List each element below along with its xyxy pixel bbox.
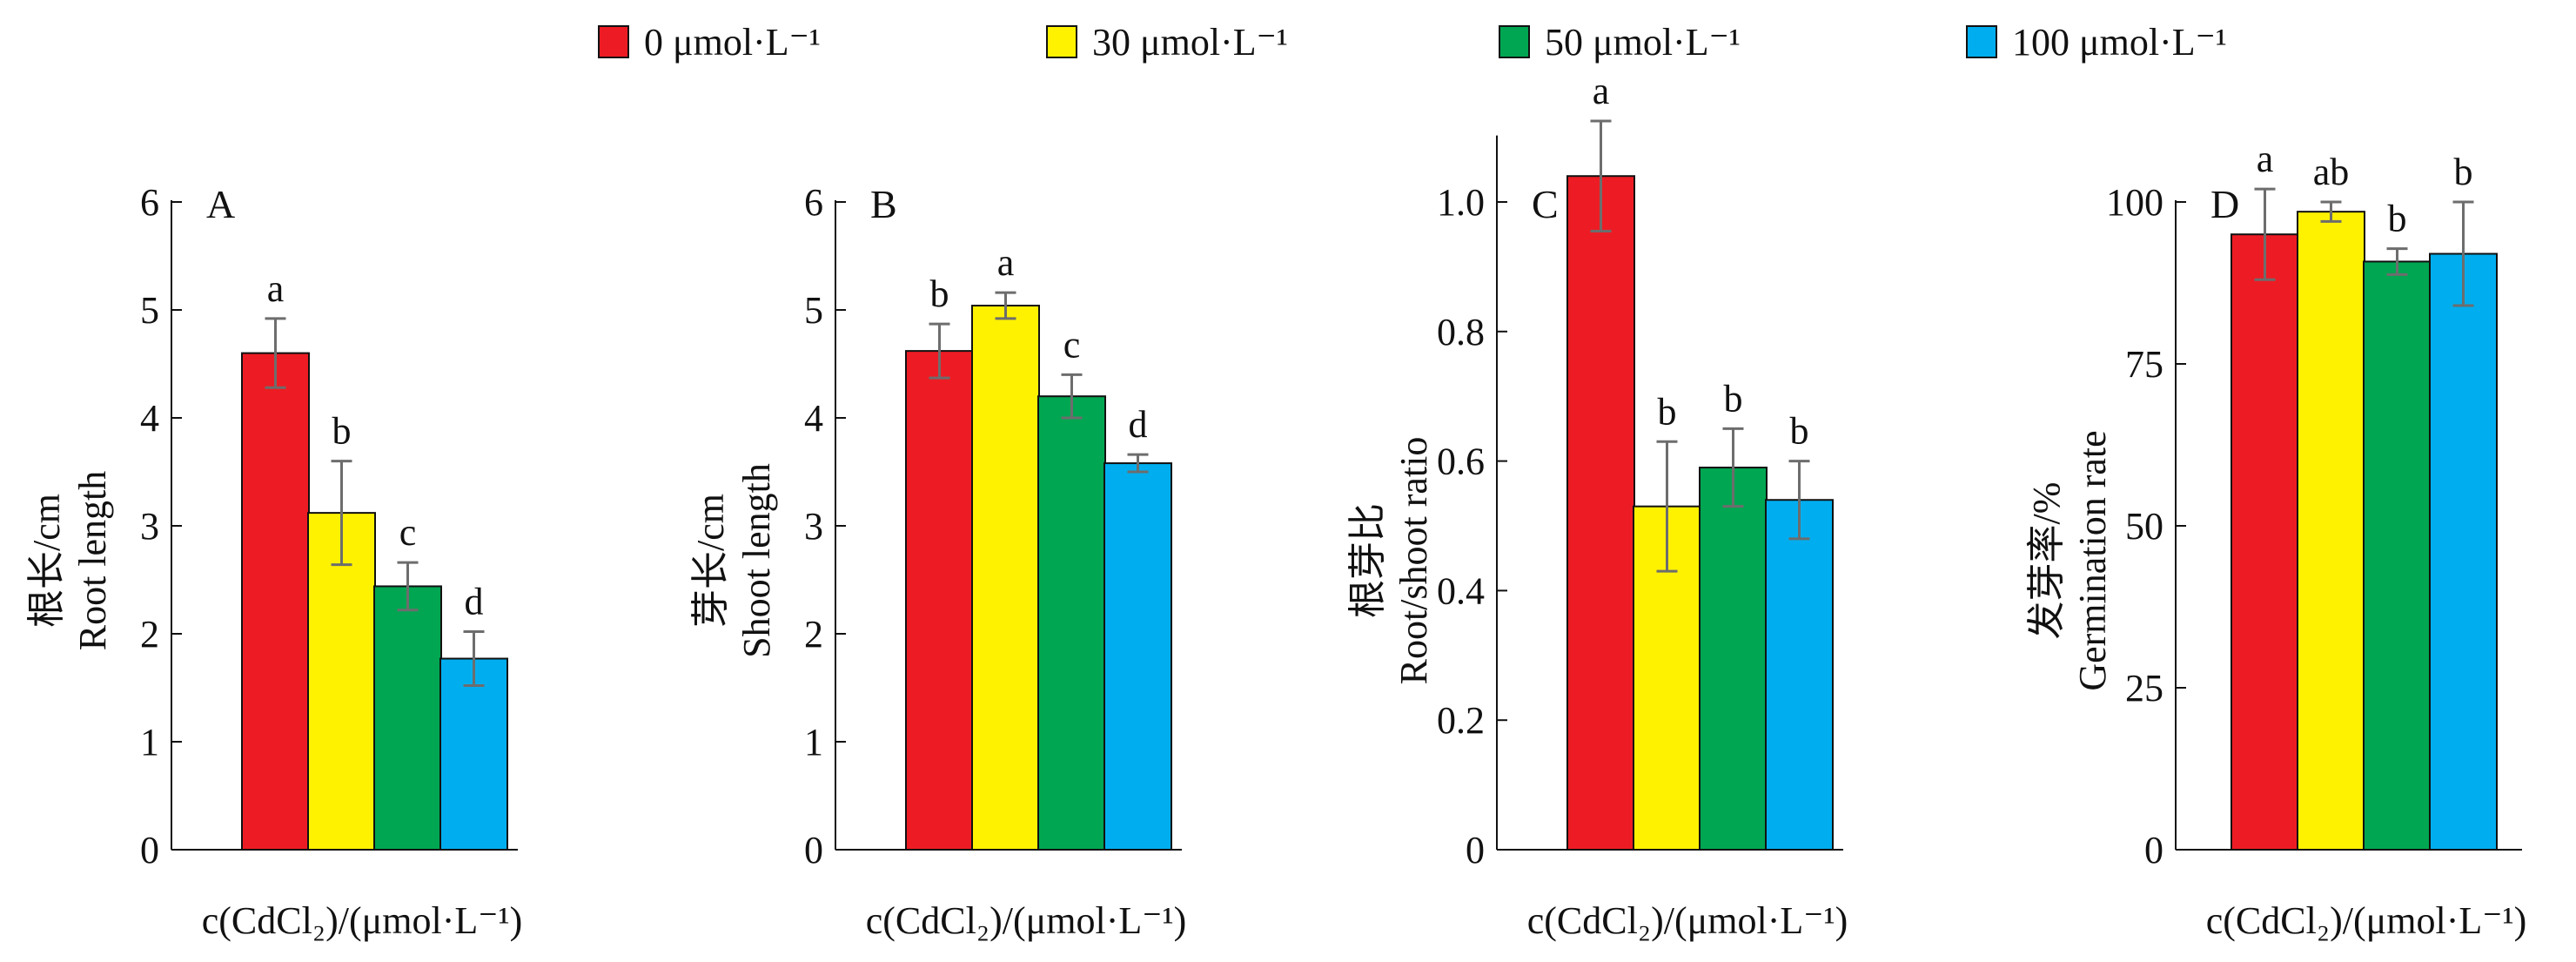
- x-axis-title: c(CdCl₂)/(μmol·L⁻¹): [202, 899, 523, 942]
- legend-label-0: 0 μmol·L⁻¹: [644, 21, 821, 64]
- y-tick-label: 6: [140, 181, 159, 224]
- bar-d-100: [2429, 252, 2498, 851]
- y-tick-label: 75: [2125, 343, 2163, 386]
- legend-item-1: 30 μmol·L⁻¹: [1046, 21, 1288, 64]
- significance-label: b: [332, 410, 352, 453]
- bar-c-100: [1765, 499, 1834, 851]
- bar-b-100: [1104, 462, 1172, 851]
- y-axis-title-cn: 发芽率/%: [2025, 482, 2068, 640]
- y-tick-label: 25: [2125, 667, 2163, 710]
- bar-d-0: [2231, 233, 2299, 851]
- y-tick-label: 0.2: [1437, 699, 1485, 742]
- panel-b: 0 1 2 3 4 5 6 Bb a c d 芽长/cm Shoot length c(CdCl₂)/(μ…: [689, 181, 1186, 942]
- bar-c-50: [1699, 467, 1768, 851]
- y-tick-label: 0.8: [1437, 311, 1485, 353]
- bar-d-30: [2297, 211, 2365, 851]
- legend-swatch-3: [1966, 25, 1997, 58]
- legend-label-1: 30 μmol·L⁻¹: [1092, 21, 1288, 64]
- y-tick-label: 3: [804, 505, 823, 548]
- significance-label: a: [267, 267, 285, 310]
- y-axis-title-cn: 根长/cm: [25, 494, 68, 628]
- y-tick-label: 2: [804, 613, 823, 656]
- significance-label: d: [465, 581, 484, 623]
- x-axis-title: c(CdCl₂)/(μmol·L⁻¹): [1527, 899, 1848, 942]
- legend-item-0: 0 μmol·L⁻¹: [598, 21, 821, 64]
- x-axis-title: c(CdCl₂)/(μmol·L⁻¹): [2206, 899, 2527, 942]
- significance-label: ab: [2313, 151, 2350, 193]
- y-tick-label: 0: [2144, 829, 2163, 871]
- y-tick-label: 1: [804, 721, 823, 764]
- significance-label: a: [997, 241, 1015, 284]
- bar-b-50: [1037, 395, 1106, 851]
- legend-label-3: 100 μmol·L⁻¹: [2012, 21, 2227, 64]
- y-tick-label: 2: [140, 613, 159, 656]
- panel-a: 0 1 2 3 4 5 6 Aa b c d 根长/cm Root length c(CdCl₂)/(μm…: [25, 181, 522, 942]
- bar-b-0: [905, 350, 974, 851]
- significance-label: a: [1593, 70, 1610, 112]
- y-tick-label: 0: [1466, 829, 1485, 871]
- legend-item-2: 50 μmol·L⁻¹: [1499, 21, 1741, 64]
- bar-d-50: [2363, 260, 2432, 851]
- significance-label: c: [1063, 323, 1081, 366]
- panel-letter: A: [206, 182, 235, 226]
- y-axis-title-en: Root/shoot ratio: [1392, 437, 1435, 685]
- y-tick-label: 4: [140, 397, 159, 440]
- significance-label: b: [1658, 390, 1677, 433]
- significance-label: b: [930, 272, 949, 315]
- bar-a-50: [373, 585, 442, 851]
- bar-c-0: [1566, 175, 1635, 851]
- y-tick-label: 5: [140, 289, 159, 332]
- panel-letter: B: [870, 182, 897, 226]
- significance-label: a: [2257, 138, 2274, 180]
- significance-label: d: [1129, 403, 1148, 446]
- y-tick-label: 0.6: [1437, 441, 1485, 483]
- legend-swatch-0: [598, 25, 629, 58]
- significance-label: b: [1724, 377, 1743, 420]
- bar-a-30: [307, 512, 376, 851]
- significance-label: b: [2388, 198, 2407, 240]
- y-tick-label: 0.4: [1437, 569, 1485, 612]
- y-tick-label: 3: [140, 505, 159, 548]
- legend-swatch-1: [1046, 25, 1077, 58]
- y-tick-label: 5: [804, 289, 823, 332]
- legend-swatch-2: [1499, 25, 1530, 58]
- y-tick-label: 0: [140, 829, 159, 871]
- bar-a-100: [439, 657, 508, 851]
- y-axis-title-cn: 芽长/cm: [689, 494, 732, 628]
- significance-label: b: [2454, 151, 2473, 193]
- x-axis-title: c(CdCl₂)/(μmol·L⁻¹): [866, 899, 1187, 942]
- y-axis-title-en: Shoot length: [735, 463, 778, 658]
- legend-label-2: 50 μmol·L⁻¹: [1545, 21, 1741, 64]
- y-tick-label: 50: [2125, 505, 2163, 548]
- y-tick-label: 1: [140, 721, 159, 764]
- panel-c: 0 0.2 0.4 0.6 0.8 1.0 Ca b b b 根芽比 Root/shoot ratio…: [1346, 70, 1848, 942]
- bar-a-0: [241, 352, 310, 851]
- panel-letter: D: [2210, 182, 2239, 226]
- y-tick-label: 0: [804, 829, 823, 871]
- y-axis-title-cn: 根芽比: [1346, 503, 1389, 618]
- y-axis-title-en: Germination rate: [2071, 430, 2114, 690]
- legend: 0 μmol·L⁻¹ 30 μmol·L⁻¹ 50 μmol·L⁻¹ 100 μ…: [598, 21, 2227, 64]
- y-axis-title-en: Root length: [71, 471, 114, 651]
- y-tick-label: 4: [804, 397, 823, 440]
- bar-b-30: [971, 305, 1040, 851]
- legend-item-3: 100 μmol·L⁻¹: [1966, 21, 2227, 64]
- y-tick-label: 1.0: [1437, 181, 1485, 224]
- panel-letter: C: [1532, 182, 1559, 226]
- y-tick-label: 6: [804, 181, 823, 224]
- significance-label: c: [399, 511, 417, 554]
- significance-label: b: [1790, 410, 1809, 453]
- y-tick-label: 100: [2106, 181, 2163, 224]
